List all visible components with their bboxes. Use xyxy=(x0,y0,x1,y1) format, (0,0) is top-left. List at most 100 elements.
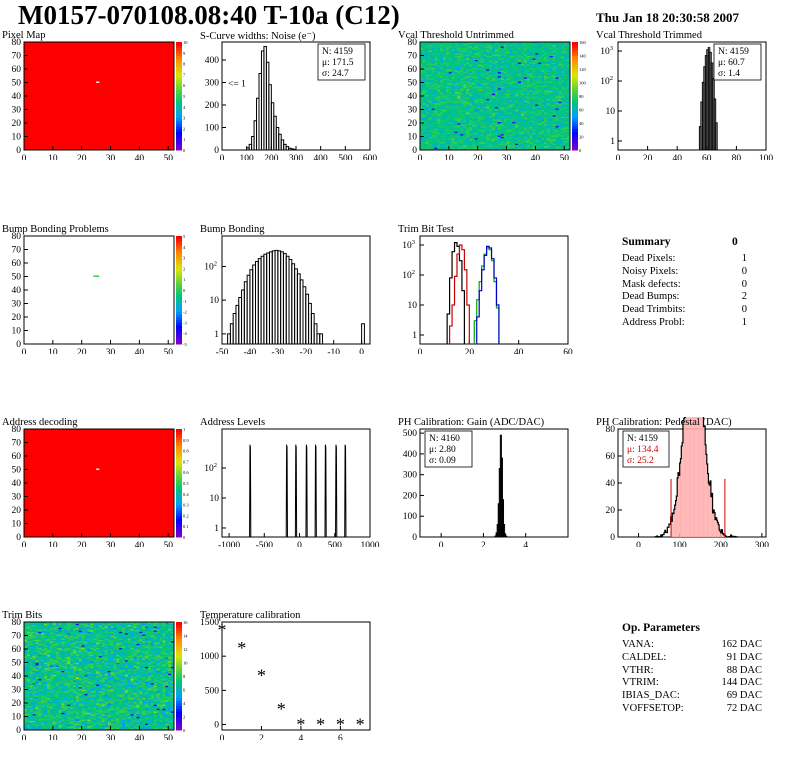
heatmap-cell xyxy=(564,147,568,150)
heatmap-cell xyxy=(538,42,542,44)
colorbar-label: 7 xyxy=(183,72,186,77)
colorbar-cell xyxy=(176,501,182,506)
heatmap-cell xyxy=(506,131,510,133)
heatmap-cell xyxy=(480,46,484,48)
heatmap-cell xyxy=(451,82,456,85)
heatmap-cell xyxy=(474,86,479,89)
heatmap-cell xyxy=(538,114,542,117)
heatmap-cell xyxy=(471,117,476,120)
y-tick-label: 102 xyxy=(402,269,415,281)
heatmap-cell xyxy=(506,91,510,94)
heatmap-cell xyxy=(546,81,551,83)
hist-annotation: <= 1 xyxy=(228,80,246,90)
heatmap-cell xyxy=(469,121,473,124)
heatmap-cell xyxy=(526,66,531,69)
heatmap-cell xyxy=(552,83,556,86)
heatmap-cell xyxy=(500,52,505,55)
heatmap-cell xyxy=(492,47,496,50)
heatmap-cell xyxy=(451,83,456,86)
heatmap-cell xyxy=(532,63,536,66)
heatmap-cell xyxy=(555,97,559,100)
heatmap-cell xyxy=(440,78,444,81)
heatmap-cell xyxy=(532,42,536,44)
heatmap-cell xyxy=(469,52,473,55)
heatmap-cell xyxy=(544,127,548,129)
heatmap-cell xyxy=(492,62,496,64)
heatmap-cell xyxy=(460,77,464,79)
heatmap-cell xyxy=(555,58,559,60)
heatmap-cell xyxy=(486,105,490,108)
heatmap-cell xyxy=(440,81,444,83)
heatmap-cell xyxy=(489,48,493,51)
heatmap-cell xyxy=(546,69,551,71)
colorbar-cell xyxy=(176,96,182,100)
heatmap-cell xyxy=(558,91,562,94)
heatmap-cell xyxy=(558,82,562,85)
heatmap-cell xyxy=(535,97,539,100)
heatmap-cell xyxy=(515,132,519,135)
heatmap-cell xyxy=(549,63,554,66)
heatmap-cell xyxy=(425,81,430,83)
colorbar-cell xyxy=(176,236,182,240)
heatmap-cell xyxy=(500,139,505,141)
heatmap-cell xyxy=(431,42,435,44)
heatmap-cell xyxy=(515,110,519,113)
heatmap-cell xyxy=(420,79,424,82)
heatmap-cell xyxy=(420,93,424,96)
heatmap-cell xyxy=(564,89,568,91)
heatmap-cell xyxy=(532,109,536,112)
heatmap-cell xyxy=(503,123,507,125)
heatmap-cell xyxy=(422,108,427,110)
heatmap-cell xyxy=(425,136,430,139)
heatmap-cell xyxy=(492,144,496,147)
heatmap-cell xyxy=(480,136,484,139)
heatmap-cell xyxy=(492,43,496,46)
heatmap-cell xyxy=(486,135,490,137)
heatmap-cell xyxy=(486,62,490,64)
heatmap-cell xyxy=(448,46,453,48)
heatmap-cell xyxy=(466,62,470,64)
heatmap-cell xyxy=(558,109,562,112)
heatmap-cell xyxy=(518,94,522,97)
heatmap-cell xyxy=(544,129,548,132)
heatmap-cell xyxy=(497,43,502,46)
heatmap-cell xyxy=(526,58,531,60)
y-tick-label: 10 xyxy=(12,327,22,337)
x-tick-label: 50 xyxy=(163,541,173,547)
heatmap-cell xyxy=(492,60,496,63)
heatmap-cell xyxy=(463,43,467,46)
heatmap-cell xyxy=(532,43,536,46)
heatmap-cell xyxy=(500,77,505,79)
heatmap-cell xyxy=(457,43,461,46)
colorbar-label: 40 xyxy=(579,121,584,126)
heatmap-cell xyxy=(448,120,453,123)
heatmap-cell xyxy=(434,128,438,131)
heatmap-cell xyxy=(506,66,510,69)
heatmap-cell xyxy=(529,81,533,83)
colorbar-cell xyxy=(176,300,182,304)
heatmap-cell xyxy=(492,106,496,109)
heatmap-cell xyxy=(489,123,493,125)
heatmap-cell xyxy=(518,70,522,73)
heatmap-cell xyxy=(460,121,464,124)
heatmap-cell xyxy=(451,109,456,112)
heatmap-cell xyxy=(448,82,453,85)
heatmap-cell xyxy=(544,144,548,147)
heatmap-cell xyxy=(457,108,461,110)
heatmap-cell xyxy=(428,71,432,74)
heatmap-cell xyxy=(460,124,464,127)
heatmap-cell xyxy=(567,81,571,83)
heatmap-cell xyxy=(544,85,548,87)
x-tick-label: 1000 xyxy=(361,541,380,547)
heatmap-cell xyxy=(425,82,430,85)
heatmap-cell xyxy=(469,69,473,71)
heatmap-cell xyxy=(457,64,461,67)
heatmap-cell xyxy=(509,143,513,145)
heatmap-cell xyxy=(520,139,525,141)
heatmap-cell xyxy=(523,120,528,123)
heatmap-cell xyxy=(509,147,513,150)
heatmap-cell xyxy=(422,73,427,75)
heatmap-cell xyxy=(529,113,533,116)
heatmap-cell xyxy=(552,56,556,59)
heatmap-cell xyxy=(434,59,438,62)
